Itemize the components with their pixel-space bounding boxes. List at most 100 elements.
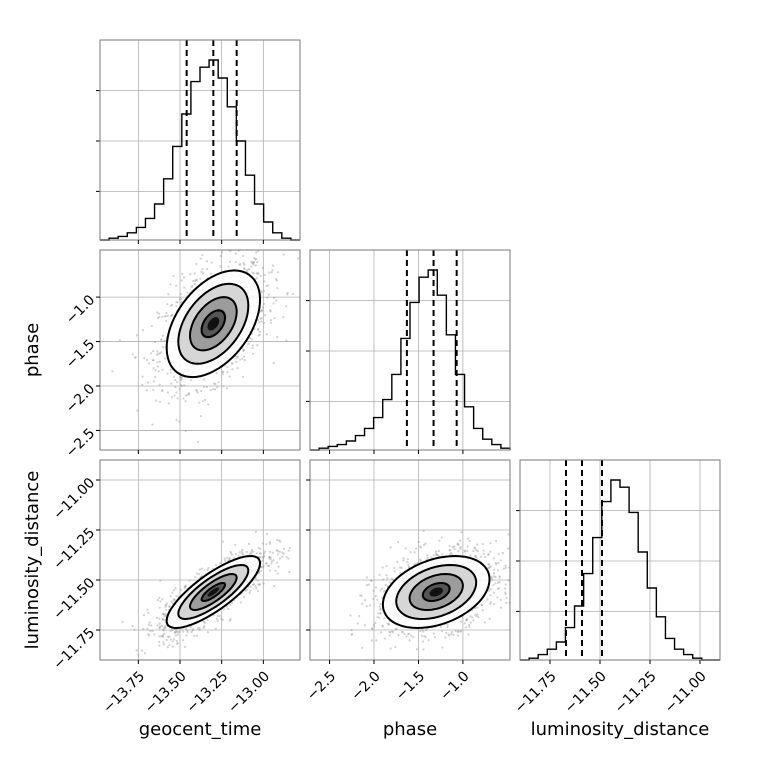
sample-point: [133, 628, 136, 631]
sample-point: [459, 630, 462, 633]
sample-point: [277, 565, 280, 568]
sample-point: [213, 382, 216, 385]
sample-point: [142, 627, 145, 630]
sample-point: [269, 319, 273, 322]
sample-point: [190, 286, 193, 289]
sample-point: [189, 272, 192, 276]
x-tick-label-phase: −2.0: [348, 668, 383, 703]
sample-point: [239, 601, 243, 604]
sample-point: [150, 624, 153, 627]
contour-level-1: [165, 554, 262, 630]
sample-point: [276, 271, 280, 274]
sample-point: [166, 646, 169, 649]
sample-point: [234, 553, 238, 556]
sample-point: [259, 274, 262, 278]
sample-point: [254, 530, 258, 533]
sample-point: [252, 260, 255, 264]
sample-point: [252, 261, 255, 264]
sample-point: [166, 602, 169, 605]
sample-point: [498, 575, 501, 578]
sample-point: [161, 618, 164, 621]
sample-point: [217, 381, 220, 384]
sample-point: [260, 309, 263, 313]
sample-point: [272, 302, 275, 305]
sample-point: [469, 621, 472, 624]
sample-point: [226, 366, 229, 369]
sample-point: [206, 268, 209, 271]
sample-point: [494, 539, 498, 542]
sample-point: [256, 250, 259, 253]
sample-point: [230, 362, 233, 365]
sample-point: [376, 615, 379, 619]
sample-point: [374, 586, 378, 589]
sample-point: [164, 357, 167, 360]
sample-point: [463, 550, 467, 553]
sample-point: [209, 272, 212, 275]
sample-point: [356, 622, 359, 625]
sample-point: [203, 620, 206, 623]
sample-point: [216, 615, 219, 618]
sample-point: [134, 356, 137, 359]
sample-point: [259, 547, 262, 550]
sample-point: [255, 587, 258, 590]
sample-point: [497, 587, 501, 590]
sample-point: [164, 626, 167, 629]
sample-point: [263, 550, 267, 553]
sample-point: [174, 587, 177, 590]
sample-point: [262, 582, 265, 585]
sample-point: [169, 368, 172, 372]
sample-point: [388, 630, 391, 634]
sample-point: [169, 371, 173, 374]
sample-point: [262, 566, 265, 569]
sample-point: [156, 361, 159, 364]
sample-point: [179, 379, 182, 382]
sample-point: [497, 561, 500, 564]
sample-point: [156, 365, 160, 368]
sample-point: [145, 389, 148, 392]
sample-point: [370, 579, 373, 583]
sample-point: [121, 620, 124, 623]
sample-point: [381, 624, 384, 627]
sample-point: [282, 253, 285, 256]
sample-point: [213, 388, 217, 391]
sample-point: [161, 368, 164, 371]
sample-point: [490, 576, 494, 579]
y-axis-label-phase: phase: [22, 323, 43, 377]
sample-point: [481, 609, 484, 612]
contour-level-3: [188, 296, 238, 352]
sample-point: [166, 372, 169, 375]
sample-point: [185, 628, 188, 631]
sample-point: [497, 569, 500, 572]
sample-point: [152, 388, 155, 391]
sample-point: [269, 556, 272, 559]
sample-point: [487, 563, 490, 566]
sample-point: [214, 627, 217, 630]
sample-point: [258, 552, 261, 555]
sample-point: [158, 316, 161, 319]
sample-point: [453, 545, 456, 548]
sample-point: [474, 546, 477, 549]
sample-point: [235, 360, 238, 364]
sample-point: [220, 251, 223, 254]
sample-point: [275, 279, 278, 282]
sample-point: [365, 604, 368, 608]
sample-point: [419, 559, 422, 562]
sample-point: [414, 562, 417, 566]
sample-point: [175, 642, 179, 645]
sample-point: [172, 589, 176, 592]
sample-point: [504, 564, 507, 567]
histogram-bars: [310, 269, 511, 451]
sample-point: [267, 284, 270, 287]
sample-point: [241, 552, 244, 555]
sample-point: [160, 337, 163, 341]
sample-point: [157, 370, 160, 373]
sample-point: [169, 283, 172, 286]
density-peak: [207, 317, 220, 331]
sample-point: [231, 362, 234, 365]
sample-point: [480, 603, 483, 607]
sample-point: [376, 598, 379, 601]
sample-point: [155, 616, 159, 619]
sample-point: [414, 547, 418, 550]
sample-point: [195, 389, 198, 392]
sample-point: [379, 589, 382, 592]
